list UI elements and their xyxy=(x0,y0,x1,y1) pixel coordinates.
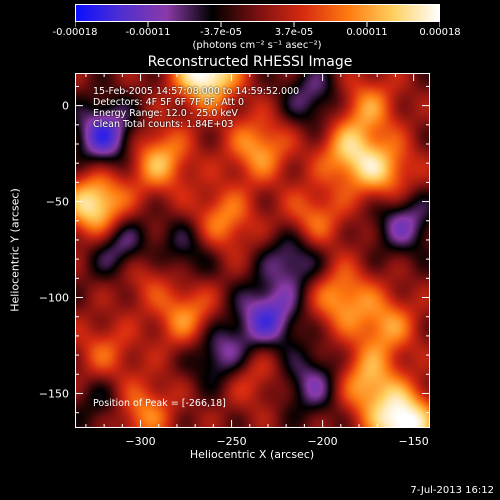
energy-range-label: Energy Range: 12.0 - 25.0 keV xyxy=(93,108,238,119)
detectors-label: Detectors: 4F 5F 6F 7F 8F, Att 0 xyxy=(93,97,245,108)
time-range-label: 15-Feb-2005 14:57:08.000 to 14:59:52.000 xyxy=(93,86,300,97)
colorbar-tick-label: -0.00018 xyxy=(52,27,98,38)
colorbar-tick-label: -0.00011 xyxy=(125,27,171,38)
heatmap-image xyxy=(76,74,429,427)
y-tick-label: −100 xyxy=(39,292,69,305)
x-tick-label: −250 xyxy=(216,435,246,448)
y-axis-label: Heliocentric Y (arcsec) xyxy=(8,188,22,312)
colorbar-tick-label: 0.00018 xyxy=(419,27,461,38)
x-axis-label: Heliocentric X (arcsec) xyxy=(189,448,315,461)
y-tick-label: −50 xyxy=(46,196,69,209)
date-stamp: 7-Jul-2013 16:12 xyxy=(410,485,494,496)
clean-counts-label: Clean Total counts: 1.84E+03 xyxy=(93,119,234,130)
x-tick-label: −300 xyxy=(125,435,155,448)
colorbar xyxy=(75,4,440,22)
colorbar-tick-label: -3.7e-05 xyxy=(200,27,242,38)
x-tick-label: −200 xyxy=(307,435,337,448)
chart-title: Reconstructed RHESSI Image xyxy=(147,54,353,70)
colorbar-tick-label: 0.00011 xyxy=(346,27,388,38)
plot-area xyxy=(75,73,430,428)
colorbar-ticks xyxy=(75,22,440,27)
y-tick-label: −150 xyxy=(39,387,69,400)
colorbar-tick-label: 3.7e-05 xyxy=(274,27,314,38)
peak-position-label: Position of Peak = [-266,18] xyxy=(93,398,226,409)
x-tick-label: −150 xyxy=(399,435,429,448)
y-tick-label: 0 xyxy=(62,100,69,113)
colorbar-units: (photons cm⁻² s⁻¹ asec⁻²) xyxy=(192,40,322,51)
